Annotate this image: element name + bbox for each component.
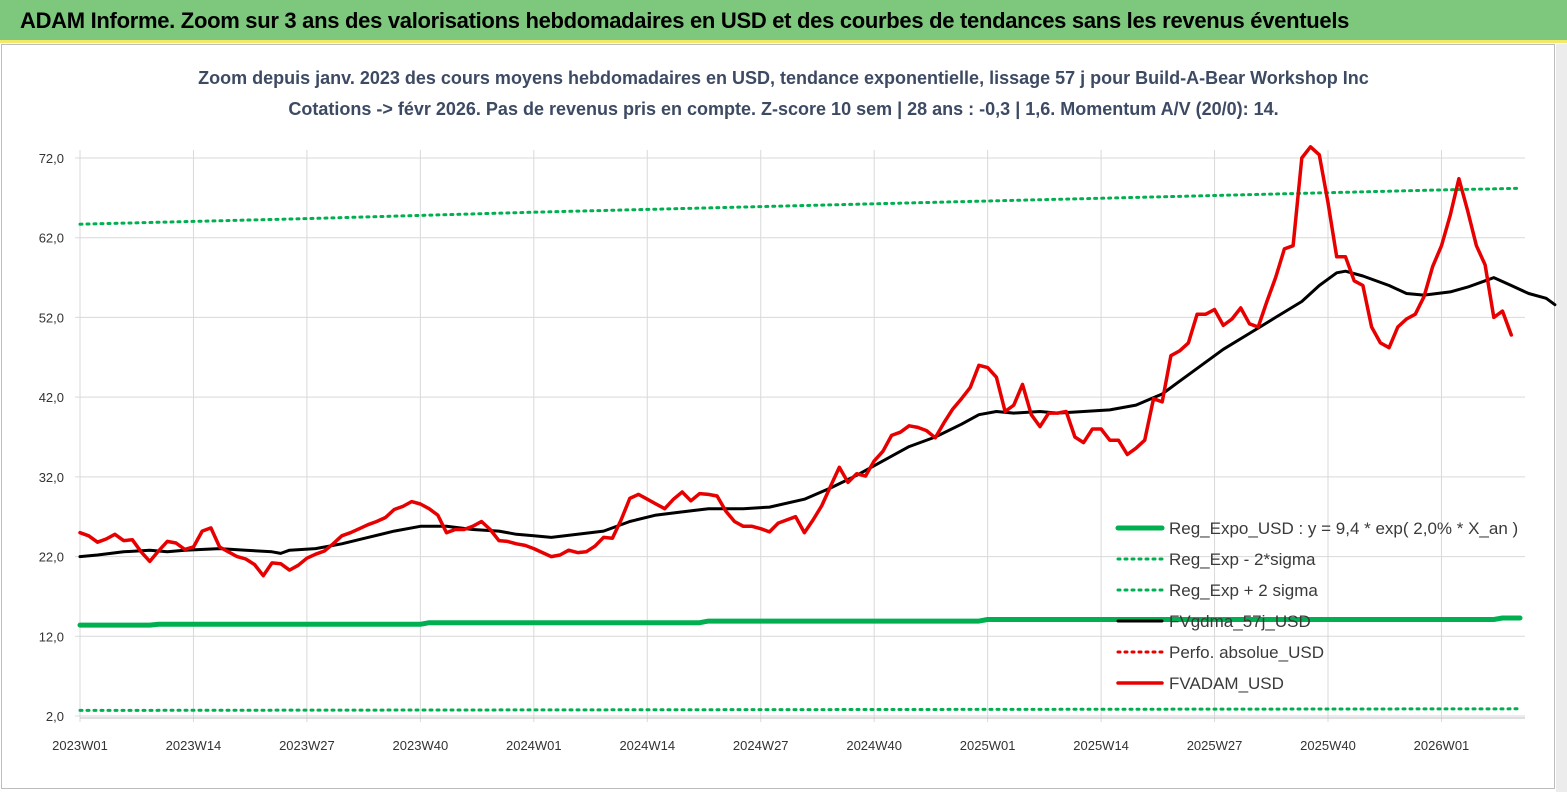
legend-label-2: Reg_Exp + 2 sigma (1169, 581, 1318, 600)
x-tick-label: 2026W01 (1414, 738, 1470, 753)
y-tick-label: 32,0 (39, 470, 64, 485)
legend-label-1: Reg_Exp - 2*sigma (1169, 550, 1316, 569)
legend-label-4: Perfo. absolue_USD (1169, 643, 1324, 662)
legend-label-5: FVADAM_USD (1169, 674, 1284, 693)
y-tick-label: 12,0 (39, 629, 64, 644)
y-tick-label: 72,0 (39, 151, 64, 166)
accent-bar (0, 40, 1567, 43)
header-banner: ADAM Informe. Zoom sur 3 ans des valoris… (0, 0, 1567, 42)
grid-lines (75, 150, 1525, 722)
x-tick-label: 2023W27 (279, 738, 335, 753)
y-tick-label: 42,0 (39, 390, 64, 405)
x-tick-label: 2025W27 (1187, 738, 1243, 753)
chart-title: Zoom depuis janv. 2023 des cours moyens … (198, 68, 1369, 88)
x-tick-label: 2023W14 (166, 738, 222, 753)
series-line-5 (78, 145, 1514, 578)
x-tick-label: 2025W01 (960, 738, 1016, 753)
x-tick-label: 2024W27 (733, 738, 789, 753)
series-line-0 (77, 615, 1523, 628)
series-line-3 (78, 269, 1557, 559)
legend-label-3: FVgdma_57j_USD (1169, 612, 1311, 631)
y-tick-label: 62,0 (39, 231, 64, 246)
series-line-1 (78, 707, 1522, 712)
y-axis-ticks: 2,0 12,0 22,0 32,0 42,0 52,0 62,0 72,0 (39, 151, 64, 724)
legend: Reg_Expo_USD : y = 9,4 * exp( 2,0% * X_a… (1115, 519, 1518, 693)
y-tick-label: 22,0 (39, 550, 64, 565)
legend-label-0: Reg_Expo_USD : y = 9,4 * exp( 2,0% * X_a… (1169, 519, 1518, 538)
y-tick-label: 2,0 (46, 709, 64, 724)
series-lines (77, 145, 1557, 712)
x-axis-ticks: 2023W01 2023W14 2023W27 2023W40 2024W01 2024W… (52, 738, 1469, 753)
x-tick-label: 2025W14 (1073, 738, 1129, 753)
x-tick-label: 2024W40 (846, 738, 902, 753)
y-tick-label: 52,0 (39, 310, 64, 325)
chart-frame (1, 44, 1555, 789)
series-line-2 (78, 186, 1522, 226)
window-edge (1556, 44, 1567, 792)
x-tick-label: 2023W40 (393, 738, 449, 753)
x-tick-label: 2023W01 (52, 738, 108, 753)
x-tick-label: 2024W14 (619, 738, 675, 753)
report-title: ADAM Informe. Zoom sur 3 ans des valoris… (20, 8, 1350, 33)
chart-subtitle: Cotations -> févr 2026. Pas de revenus p… (288, 99, 1279, 119)
x-tick-label: 2024W01 (506, 738, 562, 753)
x-tick-label: 2025W40 (1300, 738, 1356, 753)
